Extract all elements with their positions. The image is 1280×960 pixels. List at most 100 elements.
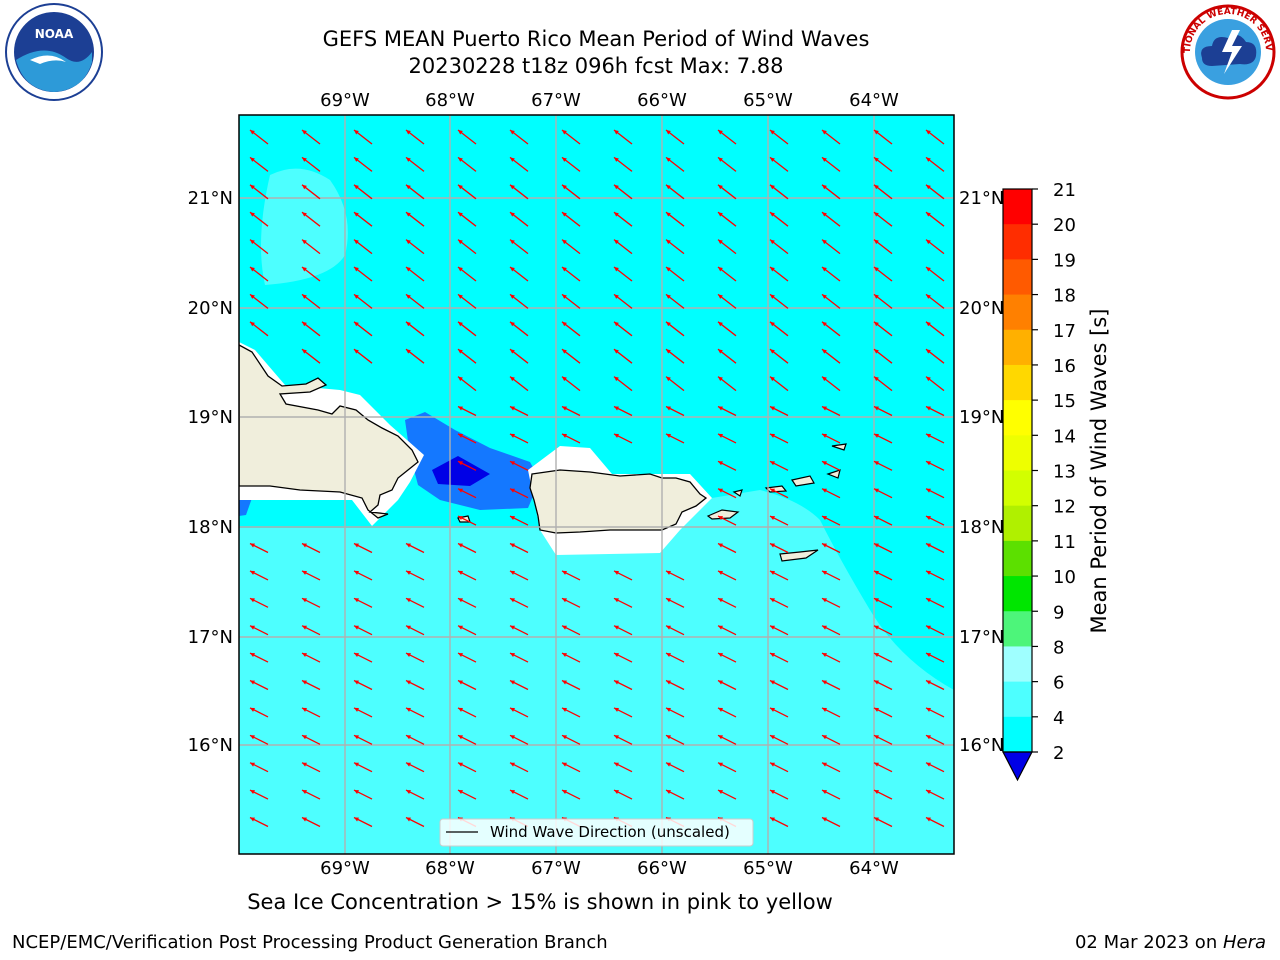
direction-arrow — [821, 762, 841, 773]
direction-arrow — [509, 707, 529, 718]
direction-arrow — [717, 348, 737, 364]
direction-arrow — [821, 789, 841, 800]
direction-arrow — [405, 734, 425, 745]
bottom-lon-label: 64°W — [849, 858, 899, 879]
direction-arrow — [249, 321, 269, 337]
direction-arrow — [457, 348, 477, 364]
land-anegada — [826, 469, 841, 479]
left-lat-label: 21°N — [188, 188, 233, 209]
footer-credit: NCEP/EMC/Verification Post Processing Pr… — [12, 932, 608, 953]
direction-arrow — [717, 652, 737, 663]
direction-arrow — [613, 321, 633, 337]
direction-arrow — [509, 652, 529, 663]
direction-arrow — [509, 789, 529, 800]
direction-arrow — [249, 789, 269, 800]
direction-arrow — [561, 129, 581, 145]
direction-arrow — [405, 348, 425, 364]
right-lat-label: 18°N — [959, 517, 1004, 538]
direction-arrow — [613, 405, 633, 417]
direction-arrow — [769, 321, 789, 337]
direction-arrow — [353, 707, 373, 718]
direction-arrow — [665, 211, 685, 227]
direction-arrow — [457, 460, 477, 471]
direction-arrow — [613, 734, 633, 745]
direction-arrow — [353, 625, 373, 636]
direction-arrow — [249, 707, 269, 718]
direction-arrow — [665, 239, 685, 255]
direction-arrow — [457, 129, 477, 145]
direction-arrow — [717, 129, 737, 145]
direction-arrow — [873, 816, 893, 828]
direction-arrow — [925, 321, 945, 337]
direction-arrow — [613, 129, 633, 145]
direction-arrow — [353, 293, 373, 309]
direction-arrow — [717, 156, 737, 172]
direction-arrow — [665, 129, 685, 145]
direction-arrow — [353, 570, 373, 581]
direction-arrow — [405, 542, 425, 554]
direction-arrow — [457, 652, 477, 663]
direction-arrow — [509, 433, 529, 444]
bottom-lon-label: 66°W — [637, 858, 687, 879]
direction-arrow — [717, 460, 737, 471]
direction-arrow — [821, 515, 841, 526]
direction-arrow — [353, 156, 373, 172]
direction-arrow — [613, 707, 633, 718]
direction-arrow — [769, 211, 789, 227]
colorbar-ticks: 21 20 19 18 17 16 15 14 13 12 11 10 9 8 6 4 2 — [1032, 180, 1076, 764]
direction-arrow — [925, 488, 945, 499]
direction-arrow — [769, 789, 789, 800]
direction-arrow — [405, 707, 425, 718]
direction-arrow — [457, 679, 477, 691]
legend-label: Wind Wave Direction (unscaled) — [490, 823, 730, 841]
direction-arrow — [925, 184, 945, 200]
direction-arrow — [613, 293, 633, 309]
colorbar-tick-label: 14 — [1053, 426, 1076, 447]
direction-arrow — [665, 789, 685, 800]
direction-arrow — [561, 625, 581, 636]
direction-arrow — [405, 211, 425, 227]
direction-arrow — [873, 266, 893, 282]
direction-arrow — [561, 652, 581, 663]
footer-date-text: 02 Mar 2023 on — [1074, 932, 1223, 953]
direction-arrow — [457, 570, 477, 581]
map-legend: Wind Wave Direction (unscaled) — [439, 818, 754, 847]
direction-arrow — [925, 405, 945, 417]
direction-arrow — [873, 433, 893, 444]
direction-arrow — [925, 734, 945, 745]
direction-arrow — [665, 433, 685, 444]
direction-arrow — [717, 734, 737, 745]
direction-arrow — [249, 156, 269, 172]
direction-arrow — [873, 376, 893, 392]
direction-arrow — [821, 433, 841, 444]
direction-arrow — [301, 762, 321, 773]
direction-arrow — [405, 625, 425, 636]
direction-arrow — [353, 789, 373, 800]
direction-arrow — [301, 679, 321, 691]
top-lon-label: 67°W — [531, 90, 581, 111]
direction-arrow — [509, 266, 529, 282]
direction-arrow — [769, 433, 789, 444]
direction-arrow — [873, 293, 893, 309]
colorbar-tick-label: 19 — [1053, 250, 1076, 271]
direction-arrow — [561, 679, 581, 691]
direction-arrow — [769, 266, 789, 282]
direction-arrow — [353, 266, 373, 282]
right-lat-label: 20°N — [959, 298, 1004, 319]
direction-arrow — [821, 570, 841, 581]
direction-arrow — [405, 679, 425, 691]
direction-arrow — [717, 488, 737, 499]
direction-arrow — [665, 570, 685, 581]
direction-arrow — [769, 734, 789, 745]
direction-arrow — [613, 156, 633, 172]
direction-arrow — [249, 570, 269, 581]
direction-arrow — [925, 433, 945, 444]
colorbar — [1002, 188, 1033, 782]
direction-arrow — [873, 789, 893, 800]
direction-arrow — [405, 156, 425, 172]
direction-arrow — [613, 762, 633, 773]
direction-arrow — [561, 239, 581, 255]
direction-arrow — [509, 348, 529, 364]
direction-arrow — [457, 542, 477, 554]
